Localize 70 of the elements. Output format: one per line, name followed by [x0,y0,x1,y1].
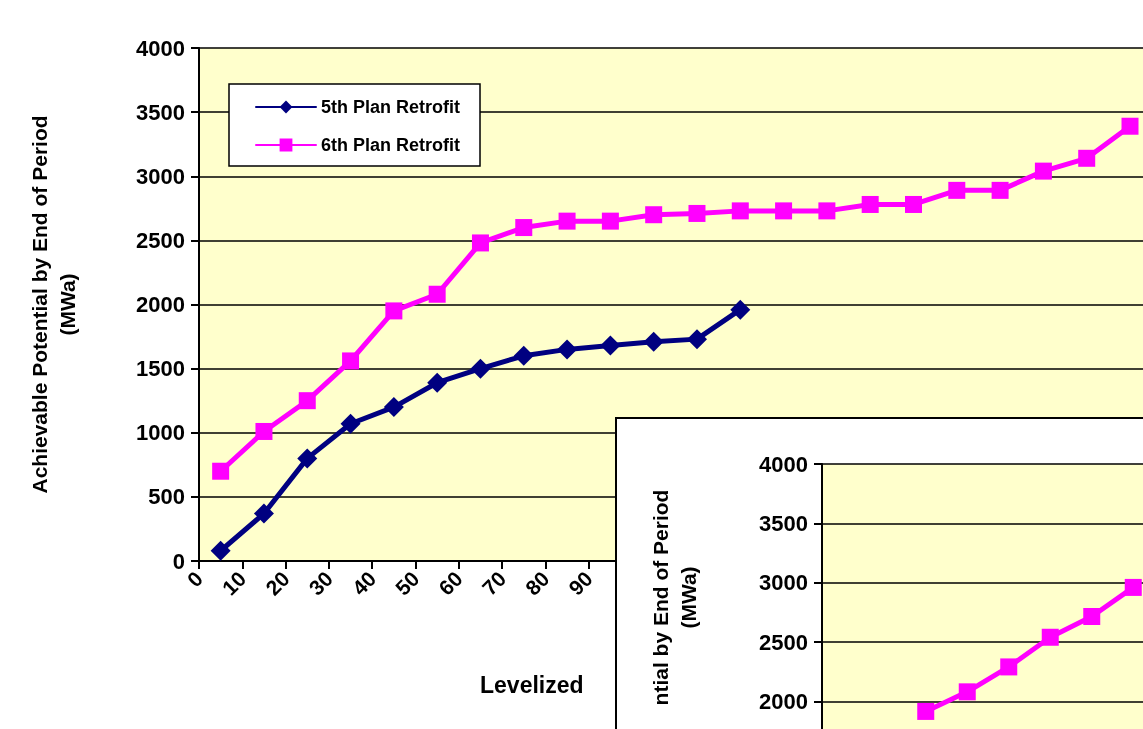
point [645,206,663,224]
point [991,181,1009,199]
y-axis-title: Achievable Potential by End of Period (MWa) [27,115,79,494]
point [688,204,706,222]
x-tick-label: 20 [260,566,294,600]
point [818,202,836,220]
point [383,397,404,418]
point [470,358,491,379]
x-tick-label: 70 [477,566,511,600]
point [1034,162,1052,180]
point [861,195,879,213]
x-tick-label: 50 [390,566,424,600]
point [731,202,749,220]
point [471,234,489,252]
point [253,503,274,524]
y-tick-label: 1000 [136,420,185,446]
point [255,422,273,440]
x-tick-label: 90 [564,566,597,600]
point [212,462,230,480]
point [730,299,751,320]
y-tick-label: 3000 [759,570,808,596]
point [905,195,922,213]
x-tick-label: 30 [304,566,338,600]
legend-label: 6th Plan Retrofit [321,135,461,155]
x-axis-title: Levelized [480,671,584,698]
point [601,212,619,230]
point [340,413,361,434]
point [643,331,664,352]
point [513,345,534,366]
point [1083,607,1101,625]
y-tick-label: 3500 [759,510,808,536]
point [917,702,935,720]
y-axis-title: ntial by End of Period (MWa) [648,489,700,706]
x-tick-label: 80 [520,566,554,600]
point [948,181,966,199]
x-tick-label: 60 [434,566,467,600]
point [686,329,707,350]
x-tick-label: 40 [347,566,381,600]
point [1121,117,1139,135]
legend-label: 5th Plan Retrofit [321,97,461,117]
point [1078,149,1096,167]
point [1041,628,1059,646]
y-tick-label: 0 [172,548,185,574]
y-tick-label: 4000 [136,35,185,61]
point [557,339,578,360]
y-tick-label: 1500 [136,356,185,382]
y-tick-label: 2500 [759,629,808,655]
y-tick-label: 3000 [136,163,185,189]
point [427,372,448,393]
point [515,219,533,237]
point [385,302,403,320]
point [210,540,231,561]
point [1000,658,1018,676]
y-tick-label: 2500 [136,227,185,253]
point [297,448,318,469]
y-tick-label: 3500 [136,99,185,125]
point [958,683,976,701]
point [600,335,621,356]
point [775,202,793,220]
x-tick-label: 0 [182,566,208,592]
point [558,212,576,230]
y-tick-label: 4000 [759,451,808,477]
y-tick-label: 2000 [759,688,808,714]
point [428,285,446,303]
y-tick-label: 500 [148,484,185,510]
point [342,352,360,370]
x-tick-label: 10 [217,566,251,600]
y-tick-label: 2000 [136,292,185,317]
point [298,392,316,410]
point [1124,578,1142,596]
